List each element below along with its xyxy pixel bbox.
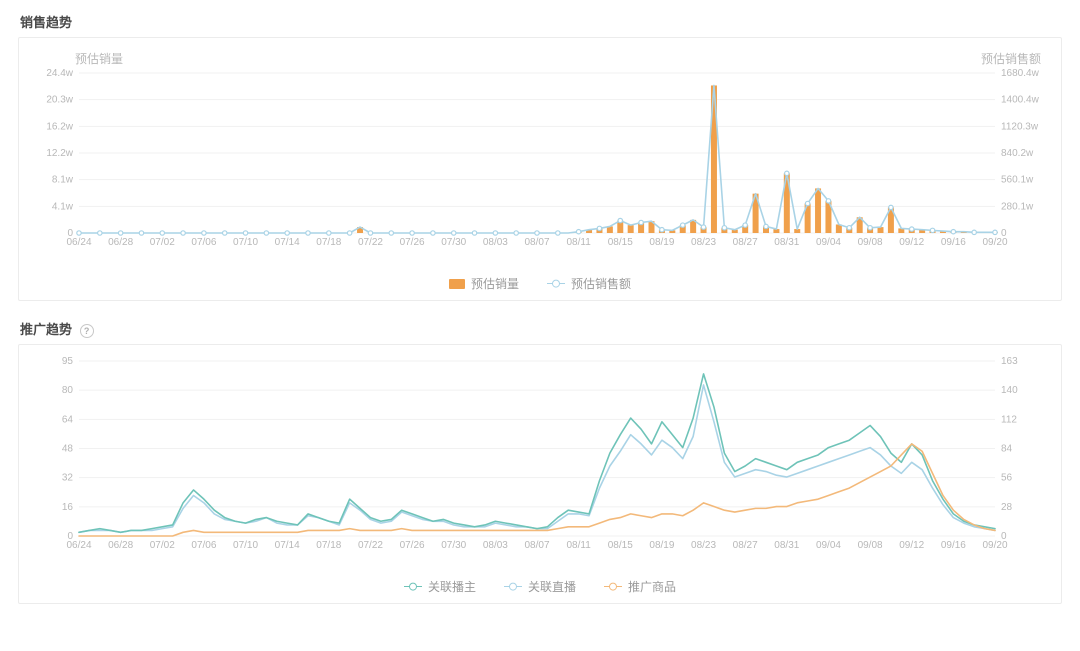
- svg-text:09/12: 09/12: [899, 540, 924, 551]
- svg-text:560.1w: 560.1w: [1001, 175, 1034, 186]
- promo-card: 0016283256488464112801409516306/2406/280…: [18, 344, 1062, 604]
- svg-text:09/04: 09/04: [816, 540, 841, 551]
- svg-text:12.2w: 12.2w: [46, 148, 73, 159]
- svg-text:07/06: 07/06: [191, 237, 216, 248]
- svg-text:08/11: 08/11: [566, 540, 591, 551]
- legend-blue[interactable]: 关联直播: [504, 578, 576, 595]
- svg-text:280.1w: 280.1w: [1001, 201, 1034, 212]
- svg-text:09/20: 09/20: [982, 540, 1007, 551]
- svg-text:80: 80: [62, 385, 74, 396]
- svg-text:1400.4w: 1400.4w: [1001, 95, 1040, 106]
- line-swatch-icon: [547, 283, 565, 284]
- svg-text:64: 64: [62, 414, 74, 425]
- promo-section-title: 推广趋势 ?: [20, 319, 1062, 338]
- legend-teal-label: 关联播主: [428, 578, 476, 595]
- svg-text:09/08: 09/08: [858, 540, 883, 551]
- svg-text:07/14: 07/14: [275, 540, 300, 551]
- svg-text:08/15: 08/15: [608, 540, 633, 551]
- promo-legend: 关联播主 关联直播 推广商品: [35, 578, 1045, 595]
- svg-text:08/27: 08/27: [733, 237, 758, 248]
- svg-text:09/16: 09/16: [941, 237, 966, 248]
- svg-text:08/03: 08/03: [483, 540, 508, 551]
- svg-text:07/22: 07/22: [358, 237, 383, 248]
- legend-orange[interactable]: 推广商品: [604, 578, 676, 595]
- sales-legend: 预估销量 预估销售额: [35, 275, 1045, 292]
- svg-text:07/26: 07/26: [400, 237, 425, 248]
- svg-text:09/12: 09/12: [899, 237, 924, 248]
- svg-text:07/22: 07/22: [358, 540, 383, 551]
- svg-text:08/15: 08/15: [608, 237, 633, 248]
- svg-text:08/19: 08/19: [649, 237, 674, 248]
- legend-line-label: 预估销售额: [571, 275, 631, 292]
- svg-text:07/18: 07/18: [316, 237, 341, 248]
- sales-left-axis-title: 预估销量: [75, 50, 123, 67]
- svg-text:08/27: 08/27: [733, 540, 758, 551]
- svg-text:08/31: 08/31: [774, 237, 799, 248]
- svg-text:07/18: 07/18: [316, 540, 341, 551]
- blue-swatch-icon: [504, 586, 522, 587]
- svg-text:95: 95: [62, 357, 74, 367]
- svg-text:07/02: 07/02: [150, 540, 175, 551]
- svg-text:08/11: 08/11: [566, 237, 591, 248]
- orange-swatch-icon: [604, 586, 622, 587]
- sales-section-title: 销售趋势: [20, 12, 1062, 31]
- svg-text:16.2w: 16.2w: [46, 121, 73, 132]
- legend-orange-label: 推广商品: [628, 578, 676, 595]
- svg-text:56: 56: [1001, 473, 1013, 484]
- legend-bar-label: 预估销量: [471, 275, 519, 292]
- svg-text:08/03: 08/03: [483, 237, 508, 248]
- svg-text:1680.4w: 1680.4w: [1001, 69, 1040, 79]
- svg-text:09/04: 09/04: [816, 237, 841, 248]
- svg-text:24.4w: 24.4w: [46, 69, 73, 79]
- svg-text:06/24: 06/24: [66, 237, 91, 248]
- svg-text:840.2w: 840.2w: [1001, 148, 1034, 159]
- svg-text:07/06: 07/06: [191, 540, 216, 551]
- legend-bar[interactable]: 预估销量: [449, 275, 519, 292]
- svg-text:08/07: 08/07: [524, 237, 549, 248]
- svg-text:112: 112: [1001, 414, 1017, 425]
- svg-text:07/02: 07/02: [150, 237, 175, 248]
- help-icon[interactable]: ?: [80, 324, 94, 338]
- svg-text:4.1w: 4.1w: [52, 201, 74, 212]
- svg-text:07/14: 07/14: [275, 237, 300, 248]
- bar-swatch-icon: [449, 279, 465, 289]
- legend-teal[interactable]: 关联播主: [404, 578, 476, 595]
- sales-right-axis-title: 预估销售额: [981, 50, 1041, 67]
- svg-text:06/24: 06/24: [66, 540, 91, 551]
- svg-text:07/26: 07/26: [400, 540, 425, 551]
- svg-text:08/23: 08/23: [691, 237, 716, 248]
- svg-text:140: 140: [1001, 385, 1018, 396]
- svg-text:32: 32: [62, 473, 74, 484]
- svg-text:1120.3w: 1120.3w: [1001, 121, 1039, 132]
- svg-text:06/28: 06/28: [108, 540, 133, 551]
- svg-text:09/20: 09/20: [982, 237, 1007, 248]
- svg-text:07/10: 07/10: [233, 540, 258, 551]
- svg-text:8.1w: 8.1w: [52, 175, 74, 186]
- svg-text:163: 163: [1001, 357, 1018, 367]
- svg-text:08/31: 08/31: [774, 540, 799, 551]
- svg-text:20.3w: 20.3w: [46, 95, 73, 106]
- svg-text:48: 48: [62, 444, 74, 455]
- svg-text:07/30: 07/30: [441, 237, 466, 248]
- svg-text:07/30: 07/30: [441, 540, 466, 551]
- svg-text:09/16: 09/16: [941, 540, 966, 551]
- svg-text:16: 16: [62, 502, 74, 513]
- svg-text:84: 84: [1001, 444, 1013, 455]
- svg-text:28: 28: [1001, 502, 1013, 513]
- svg-text:07/10: 07/10: [233, 237, 258, 248]
- svg-text:08/19: 08/19: [649, 540, 674, 551]
- svg-text:08/23: 08/23: [691, 540, 716, 551]
- sales-card: 预估销量 预估销售额 004.1w280.1w8.1w560.1w12.2w84…: [18, 37, 1062, 301]
- promo-chart: 0016283256488464112801409516306/2406/280…: [35, 357, 1045, 572]
- svg-text:08/07: 08/07: [524, 540, 549, 551]
- promo-title-text: 推广趋势: [20, 322, 72, 337]
- sales-chart: 004.1w280.1w8.1w560.1w12.2w840.2w16.2w11…: [35, 69, 1045, 269]
- svg-text:09/08: 09/08: [858, 237, 883, 248]
- svg-text:06/28: 06/28: [108, 237, 133, 248]
- legend-line[interactable]: 预估销售额: [547, 275, 631, 292]
- teal-swatch-icon: [404, 586, 422, 587]
- legend-blue-label: 关联直播: [528, 578, 576, 595]
